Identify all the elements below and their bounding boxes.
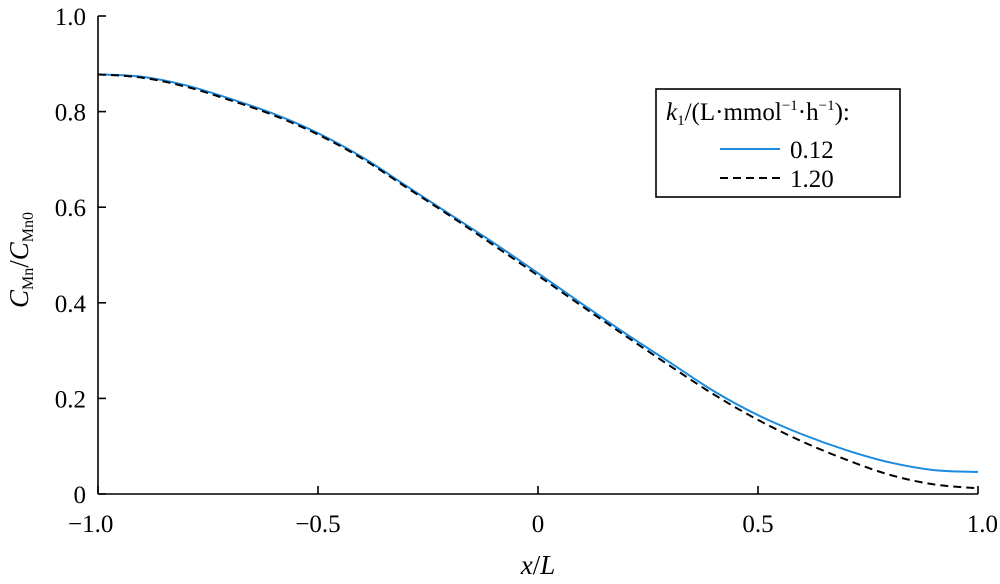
x-tick-label: −0.5: [295, 511, 340, 538]
x-tick-label: −1.0: [68, 511, 113, 538]
y-tick-label: 0: [74, 482, 87, 509]
series-layer: [97, 73, 979, 490]
legend-label-series-2: 1.20: [790, 166, 834, 193]
legend-title: k1/(L·mmol−1·h−1):: [666, 98, 850, 129]
x-tick-label: 0.5: [742, 511, 773, 538]
legend: k1/(L·mmol−1·h−1): 0.12 1.20: [655, 88, 901, 198]
axes: 0 0.2 0.4 0.6 0.8 1.0 −1.0 −0.5 0 0.5 1.0: [55, 4, 998, 538]
y-tick-label: 0.2: [55, 386, 86, 413]
legend-label-series-1: 0.12: [790, 137, 834, 164]
x-axis-title: x/L: [520, 550, 556, 580]
y-tick-label: 1.0: [55, 4, 86, 31]
series-line-2: [97, 73, 979, 490]
series-line-1: [97, 73, 979, 474]
x-tick-label: 1.0: [967, 511, 998, 538]
x-tick-label: 0: [532, 511, 545, 538]
y-axis-title: CMn/CMn0: [4, 212, 37, 308]
y-tick-label: 0.6: [55, 195, 86, 222]
y-tick-label: 0.4: [55, 291, 87, 318]
y-tick-label: 0.8: [55, 100, 86, 127]
